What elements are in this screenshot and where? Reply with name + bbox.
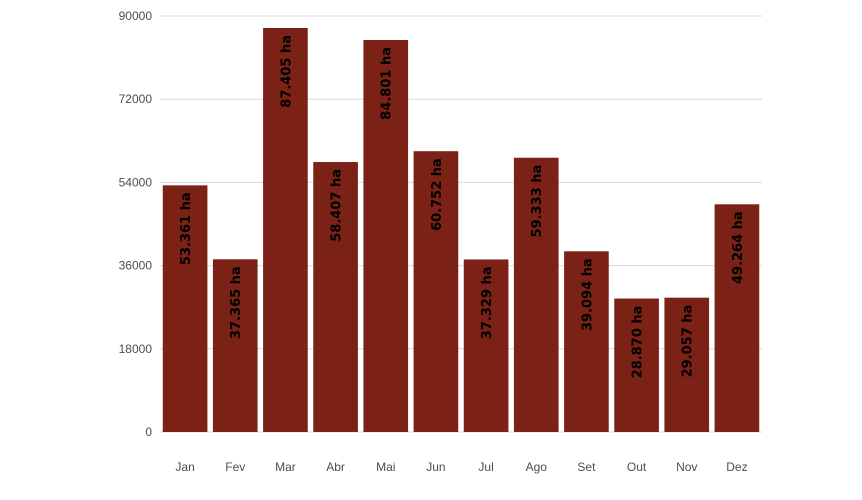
y-tick-label: 36000 [119,259,153,273]
y-axis-tick-labels: 0 18000 36000 54000 72000 90000 [119,9,153,439]
gridlines [160,15,762,433]
bar-data-labels: 53.361 ha 37.365 ha 87.405 ha 58.407 ha 84.8… [179,35,746,378]
x-tick-label: Jun [426,460,445,474]
bar-data-label: 87.405 ha [279,35,294,108]
bar-data-label: 28.870 ha [631,306,646,379]
x-axis-tick-labels: Jan Fev Mar Abr Mai Jun Jul Ago Set Out Nov Dez [175,460,747,474]
x-tick-label: Jul [478,460,493,474]
bar-abr [313,162,358,433]
bar-jul [463,259,509,432]
bar-nov [664,297,710,432]
bar-data-label: 84.801 ha [380,47,395,120]
bar-data-label: 59.333 ha [530,165,545,238]
bar-ago [513,157,559,432]
bar-data-label: 49.264 ha [731,211,746,284]
x-tick-label: Set [577,460,596,474]
y-tick-label: 72000 [119,92,153,106]
y-tick-label: 0 [145,425,152,439]
x-tick-label: Mai [376,460,395,474]
bar-data-label: 37.365 ha [229,266,244,339]
x-tick-label: Fev [225,460,245,474]
bar-data-label: 60.752 ha [430,158,445,231]
bar-jun [413,151,459,433]
bar-data-label: 53.361 ha [179,192,194,265]
y-tick-label: 18000 [119,342,153,356]
bar-data-label: 37.329 ha [480,266,495,339]
x-tick-label: Out [627,460,647,474]
bar-fev [212,259,258,432]
x-tick-label: Abr [326,460,345,474]
x-tick-label: Nov [676,460,697,474]
bar-mar [263,27,308,433]
bar-dez [714,204,760,432]
bar-set [564,251,609,432]
bar-data-label: 29.057 ha [681,305,696,378]
bar-data-label: 39.094 ha [580,258,595,331]
x-tick-label: Dez [726,460,747,474]
bar-data-label: 58.407 ha [330,169,345,242]
bars [162,27,760,433]
x-tick-label: Mar [275,460,296,474]
y-tick-label: 90000 [119,9,153,23]
bar-mai [363,40,409,432]
x-tick-label: Jan [175,460,194,474]
bar-out [614,298,659,432]
bar-jan [162,185,208,432]
x-tick-label: Ago [526,460,548,474]
y-tick-label: 54000 [119,175,153,189]
